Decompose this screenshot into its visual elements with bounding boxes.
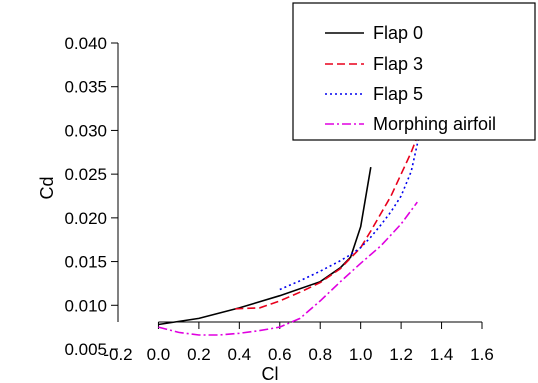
- series-line-2: [280, 126, 422, 289]
- series-line-3: [158, 202, 417, 335]
- legend-label-2: Flap 5: [373, 84, 423, 104]
- y-tick-label: 0.005: [64, 340, 107, 359]
- y-axis-title: Cd: [37, 176, 57, 199]
- x-tick-label: 1.2: [389, 345, 413, 364]
- y-tick-label: 0.025: [64, 165, 107, 184]
- y-tick-label: 0.020: [64, 209, 107, 228]
- legend-label-0: Flap 0: [373, 23, 423, 43]
- y-tick-label: 0.030: [64, 121, 107, 140]
- series-line-1: [235, 126, 421, 309]
- x-tick-label: 0.0: [147, 345, 171, 364]
- x-tick-label: 0.6: [268, 345, 292, 364]
- x-axis-title: Cl: [262, 364, 279, 383]
- y-tick-label: 0.035: [64, 78, 107, 97]
- series-line-0: [158, 167, 370, 324]
- plot-area: [158, 126, 421, 335]
- x-tick-label: 0.4: [228, 345, 252, 364]
- x-tick-label: 1.0: [349, 345, 373, 364]
- x-tick-label: 1.4: [430, 345, 454, 364]
- legend: Flap 0 Flap 3 Flap 5 Morphing airfoil: [293, 3, 535, 140]
- x-tick-label: -0.2: [103, 345, 132, 364]
- x-tick-label: 0.8: [308, 345, 332, 364]
- y-tick-label: 0.015: [64, 253, 107, 272]
- x-tick-label: 1.6: [470, 345, 494, 364]
- y-tick-label: 0.040: [64, 34, 107, 53]
- legend-label-3: Morphing airfoil: [373, 114, 496, 134]
- x-tick-label: 0.2: [187, 345, 211, 364]
- y-tick-label: 0.010: [64, 296, 107, 315]
- legend-label-1: Flap 3: [373, 54, 423, 74]
